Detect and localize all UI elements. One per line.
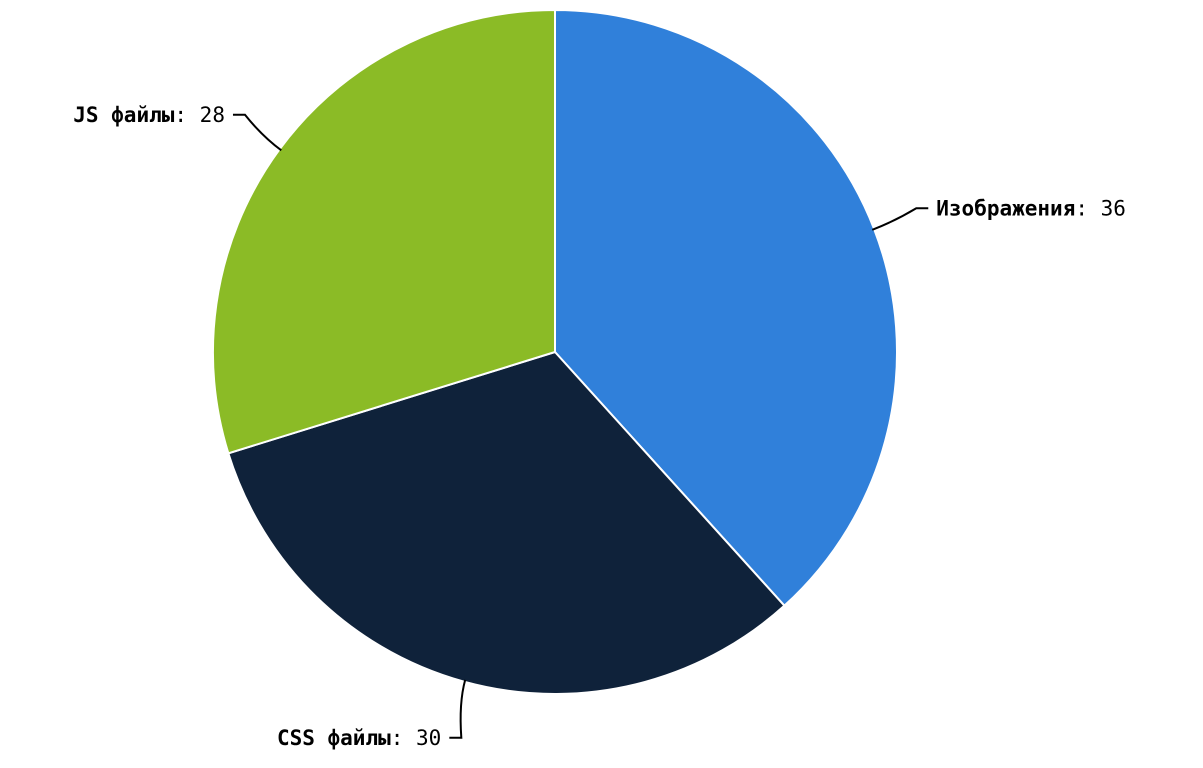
slice-label: JS файлы: 28 [73,103,225,127]
slices-layer [212,8,898,695]
labels-layer: Изображения: 36 CSS файлы: 30 JS файлы: 28 [73,103,1126,750]
label-leader-line [871,207,929,231]
slice-label-value: : 30 [391,726,442,750]
label-leader-line [449,679,467,739]
slice-label-value: : 36 [1075,197,1126,221]
slice-label-name: CSS файлы [277,726,391,750]
slice-label-name: Изображения [936,197,1075,221]
slice-label-name: JS файлы [73,103,175,127]
label-leader-line [232,113,282,152]
slice-label-value: : 28 [174,103,225,127]
slice-label: Изображения: 36 [936,197,1126,221]
slice-label: CSS файлы: 30 [277,726,441,750]
